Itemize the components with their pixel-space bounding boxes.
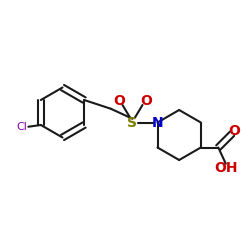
Text: O: O	[140, 94, 152, 108]
Text: S: S	[128, 116, 138, 130]
Text: Cl: Cl	[17, 122, 28, 132]
Text: OH: OH	[214, 160, 238, 174]
Text: O: O	[228, 124, 240, 138]
Text: N: N	[152, 116, 163, 130]
Text: O: O	[113, 94, 125, 108]
